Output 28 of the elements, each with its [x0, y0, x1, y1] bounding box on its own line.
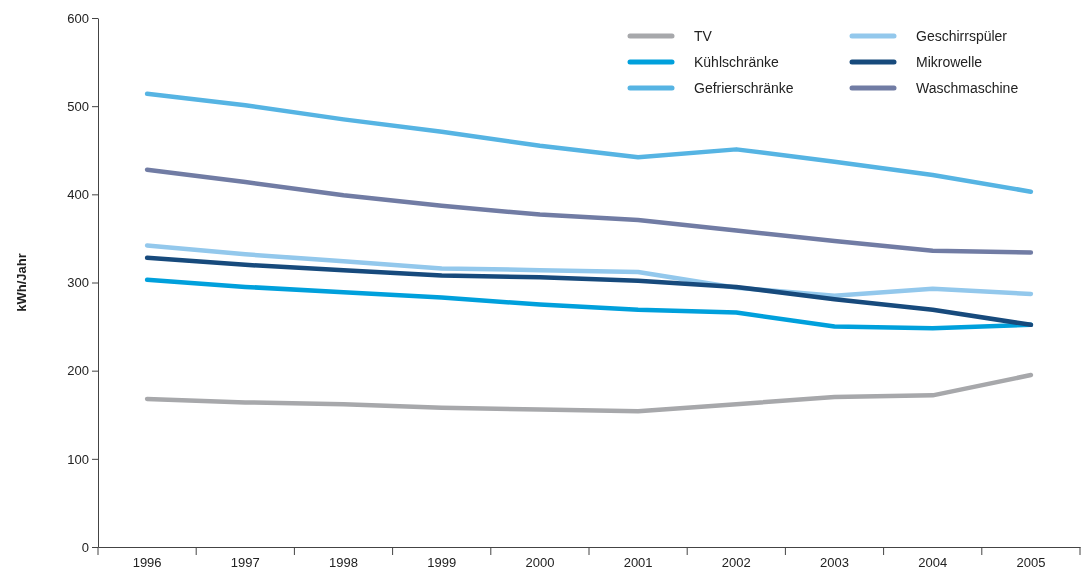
legend-label: Geschirrspüler: [916, 28, 1008, 44]
legend-label: Mikrowelle: [916, 54, 983, 70]
y-tick-label: 300: [67, 275, 89, 291]
y-tick-label: 400: [67, 186, 89, 202]
y-tick-label: 200: [67, 363, 89, 379]
y-tick-label: 0: [81, 539, 89, 555]
x-tick-label: 2000: [525, 554, 555, 570]
x-tick-label: 1998: [329, 554, 358, 570]
legend-label: Gefrierschränke: [694, 80, 794, 96]
x-tick-label: 2001: [623, 554, 653, 570]
x-tick-label: 2005: [1016, 554, 1046, 570]
line-series: [144, 372, 1034, 414]
x-tick-label: 2003: [820, 554, 849, 570]
line-series: [144, 91, 1034, 194]
x-tick-label: 2004: [918, 554, 948, 570]
y-tick-label: 600: [67, 10, 89, 26]
legend-label: TV: [694, 28, 713, 44]
x-tick-label: 1996: [132, 554, 162, 570]
line-series: [144, 167, 1034, 255]
y-axis-title: kWh/Jahr: [14, 253, 29, 312]
y-tick-label: 100: [67, 451, 89, 467]
legend-label: Kühlschränke: [694, 54, 780, 70]
y-tick-label: 500: [67, 98, 89, 114]
x-tick-label: 2002: [721, 554, 751, 570]
x-tick-label: 1999: [427, 554, 457, 570]
legend-label: Waschmaschine: [916, 80, 1019, 96]
x-tick-label: 1997: [230, 554, 260, 570]
line-series: [144, 255, 1034, 328]
